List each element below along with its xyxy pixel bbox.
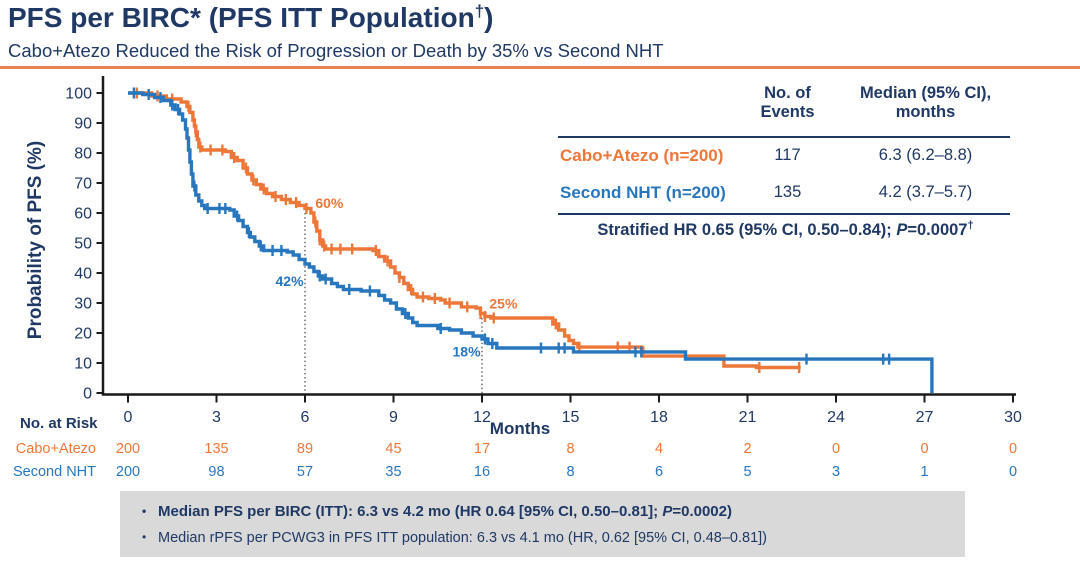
key-result-1-text: Median PFS per BIRC (ITT): 6.3 vs 4.2 mo…: [158, 503, 663, 520]
stratified-p-italic: P: [896, 221, 908, 239]
at-risk-value: 4: [655, 441, 663, 457]
at-risk-value: 0: [1009, 464, 1017, 480]
summary-table-rule-top: [558, 136, 1010, 138]
at-risk-value: 0: [920, 441, 928, 457]
key-result-line-1: • Median PFS per BIRC (ITT): 6.3 vs 4.2 m…: [142, 503, 955, 520]
annotation-25pct: 25%: [489, 296, 518, 312]
at-risk-header: No. at Risk: [20, 415, 98, 432]
summary-col-header-median: Median (95% CI), months: [859, 84, 992, 121]
key-result-1-p-italic: P: [662, 503, 673, 520]
y-axis-title: Probability of PFS (%): [25, 140, 46, 340]
y-tick-label: 100: [65, 86, 92, 103]
y-tick-label: 70: [74, 176, 92, 193]
page-subtitle: Cabo+Atezo Reduced the Risk of Progressi…: [8, 40, 664, 61]
y-tick-label: 50: [74, 236, 92, 253]
at-risk-value: 135: [204, 441, 228, 457]
y-tick-label: 30: [74, 296, 92, 313]
at-risk-value: 35: [385, 464, 401, 480]
at-risk-value: 6: [655, 464, 663, 480]
summary-row-label-cabo-atezo: Cabo+Atezo (n=200): [560, 146, 724, 165]
summary-table-rule-bottom: [558, 213, 1010, 215]
stratified-hr-text: Stratified HR 0.65 (95% CI, 0.50–0.84);: [597, 221, 897, 239]
y-tick-label: 20: [74, 326, 92, 343]
page-title-close: ): [484, 2, 494, 33]
x-tick-label: 3: [212, 409, 221, 426]
at-risk-value: 1: [920, 464, 928, 480]
at-risk-row-label-second-nht: Second NHT: [13, 464, 96, 480]
at-risk-row-label-cabo-atezo: Cabo+Atezo: [16, 441, 96, 457]
page-title-text: PFS per BIRC* (PFS ITT Population: [8, 2, 475, 33]
x-tick-label: 0: [124, 409, 133, 426]
x-tick-label: 12: [473, 409, 491, 426]
header-divider-line: [0, 66, 1080, 69]
at-risk-value: 89: [297, 441, 313, 457]
summary-median-cabo-atezo: 6.3 (6.2–8.8): [878, 146, 973, 164]
at-risk-value: 0: [832, 441, 840, 457]
x-tick-label: 15: [562, 409, 580, 426]
title-dagger: †: [474, 1, 485, 21]
summary-events-second-nht: 135: [773, 183, 802, 201]
x-tick-label: 18: [650, 409, 668, 426]
key-result-line-2: • Median rPFS per PCWG3 in PFS ITT popula…: [142, 530, 955, 546]
summary-events-cabo-atezo: 117: [774, 146, 801, 164]
y-tick-label: 40: [74, 266, 92, 283]
x-tick-label: 27: [916, 409, 934, 426]
at-risk-value: 5: [743, 464, 751, 480]
x-tick-label: 6: [301, 409, 310, 426]
bullet-icon: •: [142, 504, 147, 518]
x-tick-label: 30: [1004, 409, 1022, 426]
y-tick-label: 0: [83, 386, 92, 403]
x-tick-label: 9: [389, 409, 398, 426]
km-curve-cabo-atezo: [128, 91, 801, 370]
at-risk-value: 200: [116, 464, 140, 480]
stratified-dagger: †: [967, 219, 974, 232]
summary-row-label-second-nht: Second NHT (n=200): [560, 183, 726, 202]
at-risk-value: 200: [116, 441, 140, 457]
key-result-1-value: =0.0002): [672, 503, 732, 520]
annotation-60pct: 60%: [315, 195, 344, 211]
stratified-hr-line: Stratified HR 0.65 (95% CI, 0.50–0.84); …: [558, 219, 1013, 240]
y-tick-label: 60: [74, 206, 92, 223]
y-tick-label: 10: [74, 356, 92, 373]
at-risk-value: 57: [297, 464, 313, 480]
bullet-icon: •: [142, 530, 147, 544]
at-risk-value: 16: [474, 464, 490, 480]
at-risk-value: 0: [1009, 441, 1017, 457]
annotation-42pct: 42%: [276, 273, 305, 289]
summary-median-second-nht: 4.2 (3.7–5.7): [878, 183, 973, 201]
y-tick-label: 90: [74, 116, 92, 133]
at-risk-value: 17: [474, 441, 490, 457]
key-result-2-text: Median rPFS per PCWG3 in PFS ITT populat…: [158, 530, 768, 546]
y-tick-label: 80: [74, 146, 92, 163]
at-risk-value: 2: [743, 441, 751, 457]
km-curve-second-nht: [128, 91, 934, 393]
stratified-p-value: =0.0007: [907, 221, 968, 239]
page-title: PFS per BIRC* (PFS ITT Population†): [8, 2, 493, 34]
x-tick-label: 21: [739, 409, 757, 426]
at-risk-value: 8: [566, 441, 574, 457]
x-tick-label: 24: [827, 409, 845, 426]
at-risk-value: 8: [566, 464, 574, 480]
annotation-18pct: 18%: [453, 344, 482, 360]
at-risk-value: 3: [832, 464, 840, 480]
key-results-box: • Median PFS per BIRC (ITT): 6.3 vs 4.2 m…: [120, 491, 965, 557]
x-axis-title: Months: [489, 419, 551, 438]
at-risk-value: 45: [385, 441, 401, 457]
at-risk-value: 98: [208, 464, 224, 480]
summary-col-header-events: No. of Events: [760, 84, 815, 121]
